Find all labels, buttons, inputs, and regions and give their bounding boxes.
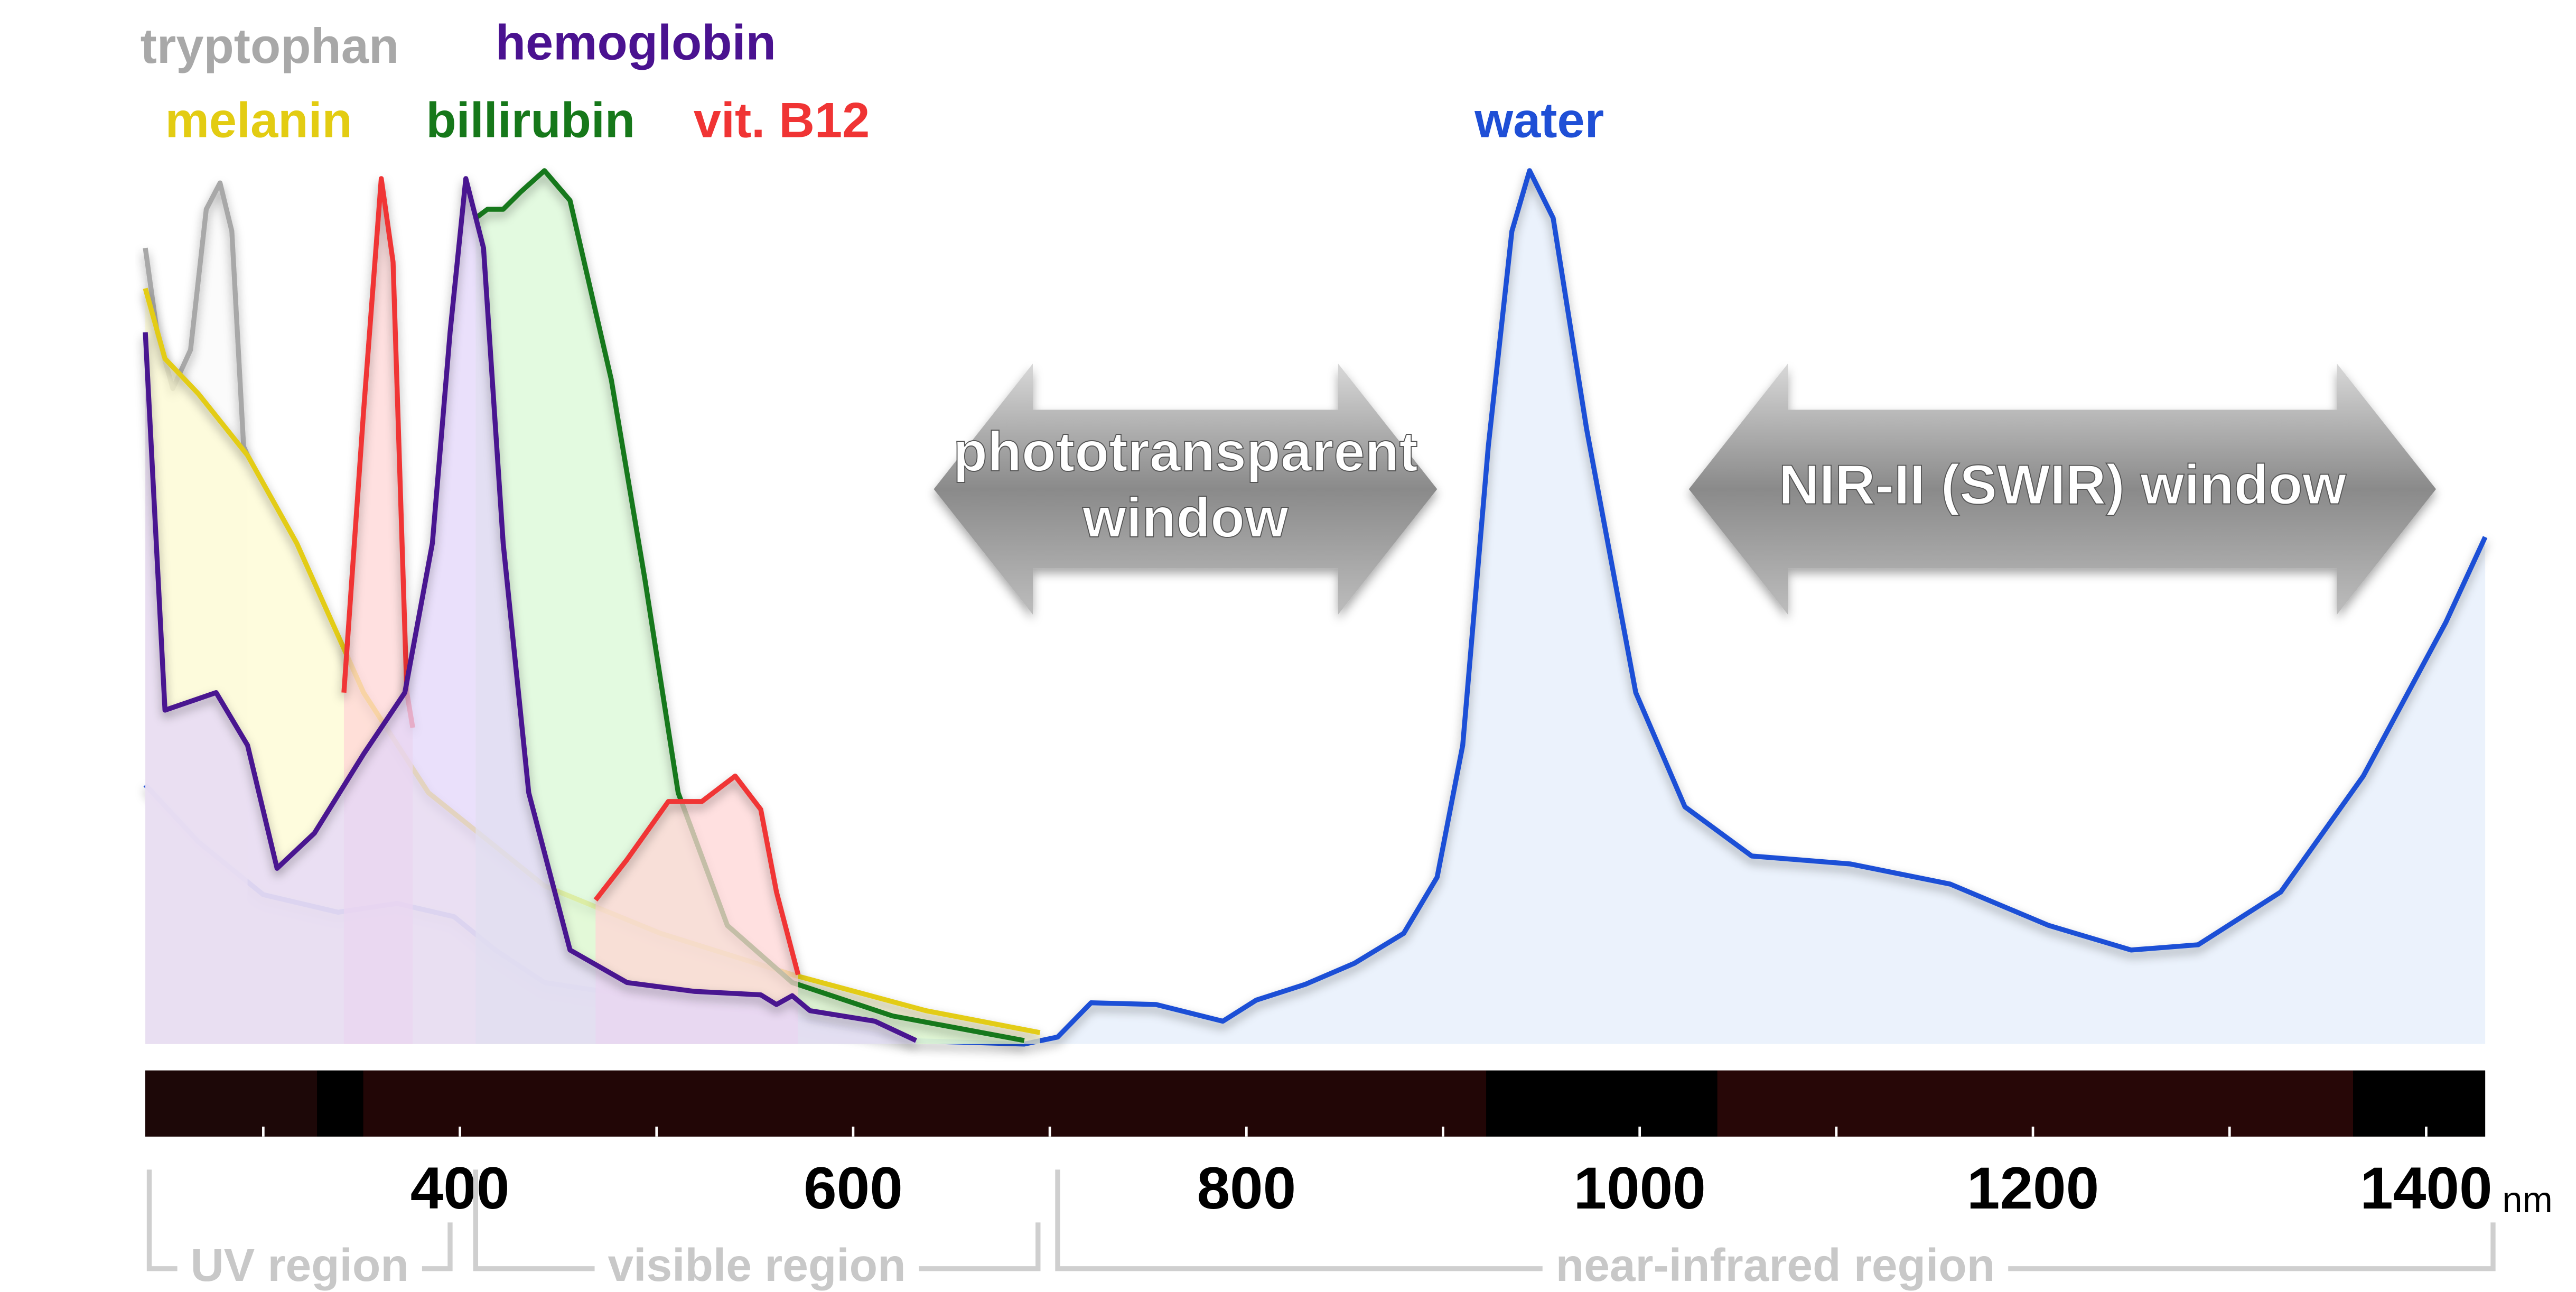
arrow-label: NIR-II (SWIR) window — [1779, 453, 2347, 516]
x-unit: nm — [2502, 1179, 2553, 1220]
x-tick-label: 800 — [1197, 1155, 1296, 1221]
region-label-bg — [177, 1239, 422, 1291]
legend-label: hemoglobin — [496, 15, 776, 70]
range-arrow — [1688, 364, 2437, 615]
area-fill — [343, 178, 798, 1044]
legend-label: tryptophan — [141, 18, 399, 73]
line — [143, 176, 918, 1043]
range-arrow — [934, 364, 1438, 615]
legend-label: billirubin — [426, 92, 635, 148]
region-label-bg — [1542, 1239, 2009, 1291]
strip-part — [317, 1070, 363, 1137]
legend-label: vit. B12 — [694, 92, 870, 148]
x-tick-label: 600 — [804, 1155, 903, 1221]
strip-part — [1717, 1070, 2354, 1137]
x-tick-label: 400 — [410, 1155, 510, 1221]
area-fill — [145, 178, 917, 1044]
arrow-label: phototransparent — [953, 420, 1418, 483]
spectrum-strip — [145, 1070, 2486, 1137]
strip-part — [145, 1070, 318, 1137]
region-label: UV region — [191, 1239, 409, 1291]
region-label: visible region — [608, 1239, 906, 1291]
x-axis: 400 600 800 1000 1200 1400 nm UV region visible … — [146, 1127, 2553, 1291]
legend-label: melanin — [165, 92, 352, 148]
arrow-label: window — [1082, 486, 1289, 549]
x-tick-label: 1400 — [2360, 1155, 2492, 1221]
x-tick-label: 1000 — [1574, 1155, 1706, 1221]
strip-part — [2353, 1070, 2486, 1137]
x-tick-label: 1200 — [1967, 1155, 2099, 1221]
legend-label: water — [1474, 92, 1604, 148]
strip-part — [363, 1070, 1487, 1137]
region-label-bg — [594, 1239, 919, 1291]
region-label: near-infrared region — [1556, 1239, 1995, 1291]
strip-part — [1486, 1070, 1718, 1137]
